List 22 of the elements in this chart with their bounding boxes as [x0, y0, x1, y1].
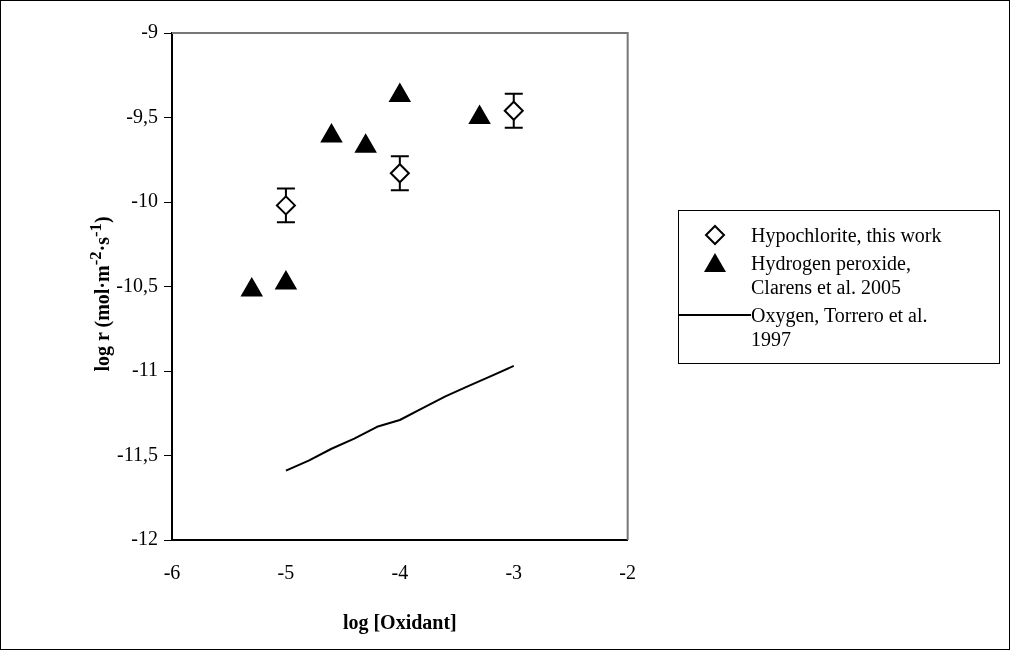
- legend-label: Oxygen, Torrero et al. 1997: [751, 303, 929, 351]
- y-tick-label: -9,5: [126, 104, 158, 127]
- point: [241, 277, 263, 297]
- point: [275, 271, 297, 290]
- y-tick-label: -11,5: [117, 442, 158, 465]
- legend-label: Hypochlorite, this work: [751, 223, 942, 247]
- point: [469, 105, 491, 124]
- y-tick-label: -11: [132, 358, 158, 381]
- x-axis-title: log [Oxidant]: [342, 611, 457, 635]
- x-tick-label: -6: [163, 561, 181, 584]
- point: [355, 134, 377, 153]
- x-tick-label: -4: [391, 561, 409, 584]
- x-tick-label: -3: [505, 561, 523, 584]
- x-tick-label: -2: [619, 561, 637, 584]
- point: [389, 83, 411, 103]
- x-tick-label: -5: [277, 561, 295, 584]
- point: [320, 124, 343, 143]
- y-tick-label: -9: [141, 20, 158, 43]
- y-tick-label: -10,5: [116, 273, 158, 296]
- y-tick-label: -12: [131, 527, 158, 550]
- y-tick-label: -10: [131, 189, 158, 212]
- legend-label: Hydrogen peroxide, Clarens et al. 2005: [751, 251, 912, 299]
